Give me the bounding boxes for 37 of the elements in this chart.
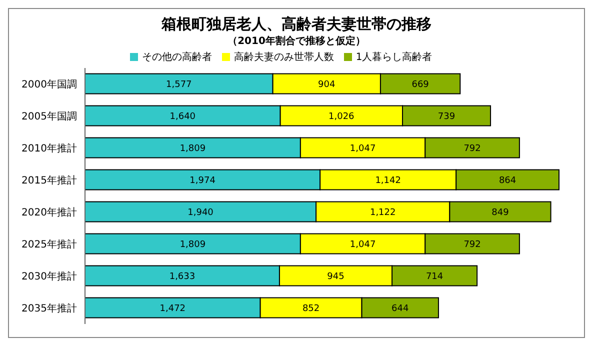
data-label: 1,940 <box>188 208 214 218</box>
data-label: 1,809 <box>180 144 206 154</box>
y-tick-label: 2035年推計 <box>22 302 77 315</box>
data-label: 739 <box>438 112 456 122</box>
data-label: 1,047 <box>350 144 376 154</box>
data-label: 904 <box>318 80 336 90</box>
y-tick-label: 2000年国調 <box>22 78 77 91</box>
legend-label: 高齢夫妻のみ世帯人数 <box>234 52 334 63</box>
data-label: 945 <box>327 272 344 282</box>
data-label: 669 <box>412 80 430 90</box>
legend-label: その他の高齢者 <box>142 52 212 63</box>
chart-subtitle: （2010年割合で推移と仮定） <box>226 34 366 48</box>
y-tick-label: 2025年推計 <box>22 238 77 251</box>
data-label: 792 <box>464 144 481 154</box>
data-label: 852 <box>302 304 320 314</box>
data-label: 1,577 <box>166 80 192 90</box>
data-label: 864 <box>498 176 516 186</box>
y-tick-label: 2010年推計 <box>22 142 77 155</box>
data-label: 1,142 <box>375 176 401 186</box>
data-label: 849 <box>492 208 510 218</box>
y-tick-label: 2020年推計 <box>22 206 77 219</box>
data-label: 1,026 <box>328 112 355 122</box>
data-label: 792 <box>464 240 481 250</box>
data-label: 1,640 <box>170 112 196 122</box>
y-tick-label: 2030年推計 <box>22 270 77 283</box>
data-label: 1,472 <box>160 304 186 314</box>
y-tick-label: 2005年国調 <box>22 110 77 123</box>
chart-title: 箱根町独居老人、高齢者夫妻世帯の推移 <box>160 15 432 34</box>
data-label: 1,974 <box>190 176 216 186</box>
data-label: 1,633 <box>169 272 196 282</box>
legend-label: 1人暮らし高齢者 <box>356 52 432 63</box>
data-label: 714 <box>426 272 444 282</box>
y-tick-label: 2015年推計 <box>22 174 77 187</box>
data-label: 644 <box>392 304 409 314</box>
data-label: 1,122 <box>370 208 396 218</box>
data-label: 1,047 <box>350 240 376 250</box>
data-label: 1,809 <box>180 240 206 250</box>
